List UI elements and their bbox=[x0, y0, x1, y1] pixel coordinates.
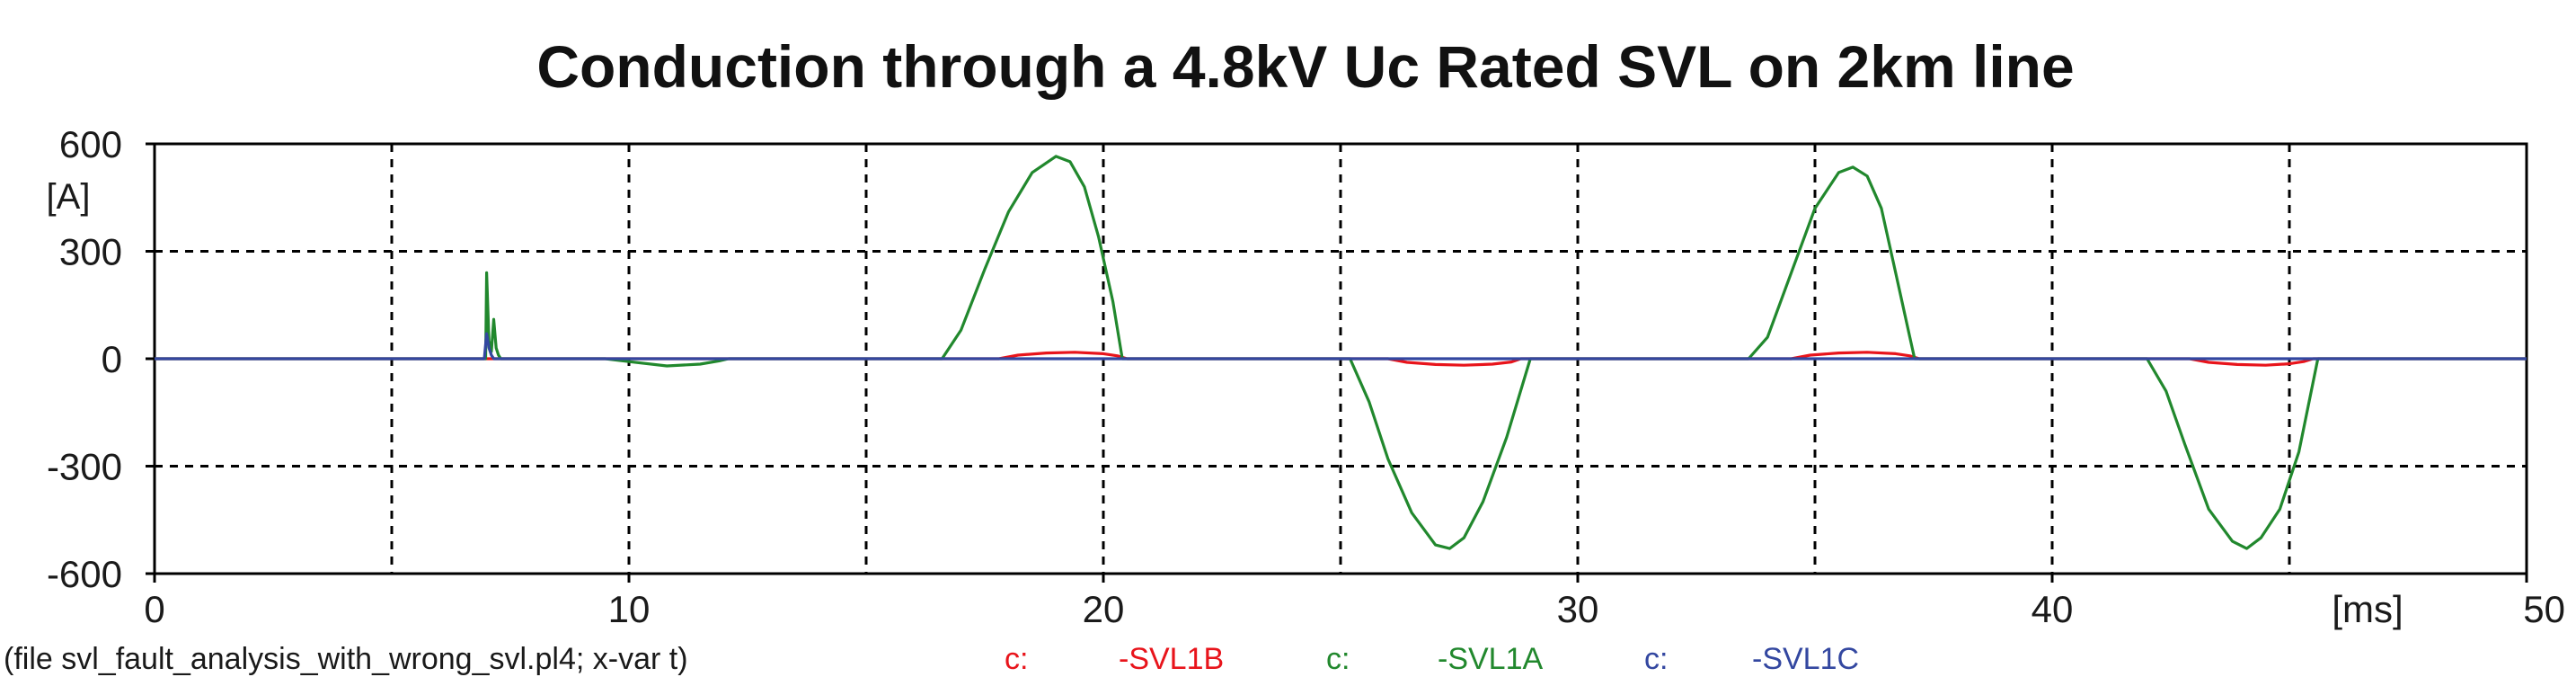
y-tick-labels: 600 300 0 -300 -600 bbox=[47, 123, 155, 595]
y-tick-label: -300 bbox=[47, 446, 122, 488]
x-tick-label: 20 bbox=[1083, 588, 1125, 630]
y-tick-label: -600 bbox=[47, 553, 122, 595]
x-tick-label: 40 bbox=[2032, 588, 2074, 630]
series-line-svl1a bbox=[155, 155, 2527, 550]
legend-series-name: -SVL1A bbox=[1438, 642, 1543, 676]
x-tick-labels: 0 10 20 30 40 50 bbox=[144, 574, 2565, 630]
legend-prefix: c: bbox=[1644, 642, 1668, 676]
footer-file-info: (file svl_fault_analysis_with_wrong_svl.… bbox=[4, 642, 688, 676]
legend-prefix: c: bbox=[1326, 642, 1350, 676]
y-tick-label: 0 bbox=[102, 338, 122, 380]
series-line-svl1c bbox=[155, 332, 2527, 361]
y-tick-label: 300 bbox=[59, 231, 122, 273]
legend-series-name: -SVL1B bbox=[1119, 642, 1224, 676]
x-tick-label: 0 bbox=[144, 588, 164, 630]
y-tick-label: 600 bbox=[59, 123, 122, 165]
chart-title: Conduction through a 4.8kV Uc Rated SVL … bbox=[536, 33, 2074, 100]
x-axis-label: [ms] bbox=[2332, 588, 2403, 630]
legend-prefix: c: bbox=[1005, 642, 1028, 676]
legend: c: -SVL1B c: -SVL1A c: -SVL1C bbox=[1005, 642, 1859, 676]
series-lines bbox=[155, 155, 2527, 550]
y-axis-label: [A] bbox=[47, 177, 91, 217]
x-tick-label: 50 bbox=[2523, 588, 2565, 630]
x-tick-label: 10 bbox=[608, 588, 651, 630]
x-tick-label: 30 bbox=[1557, 588, 1599, 630]
legend-series-name: -SVL1C bbox=[1752, 642, 1859, 676]
